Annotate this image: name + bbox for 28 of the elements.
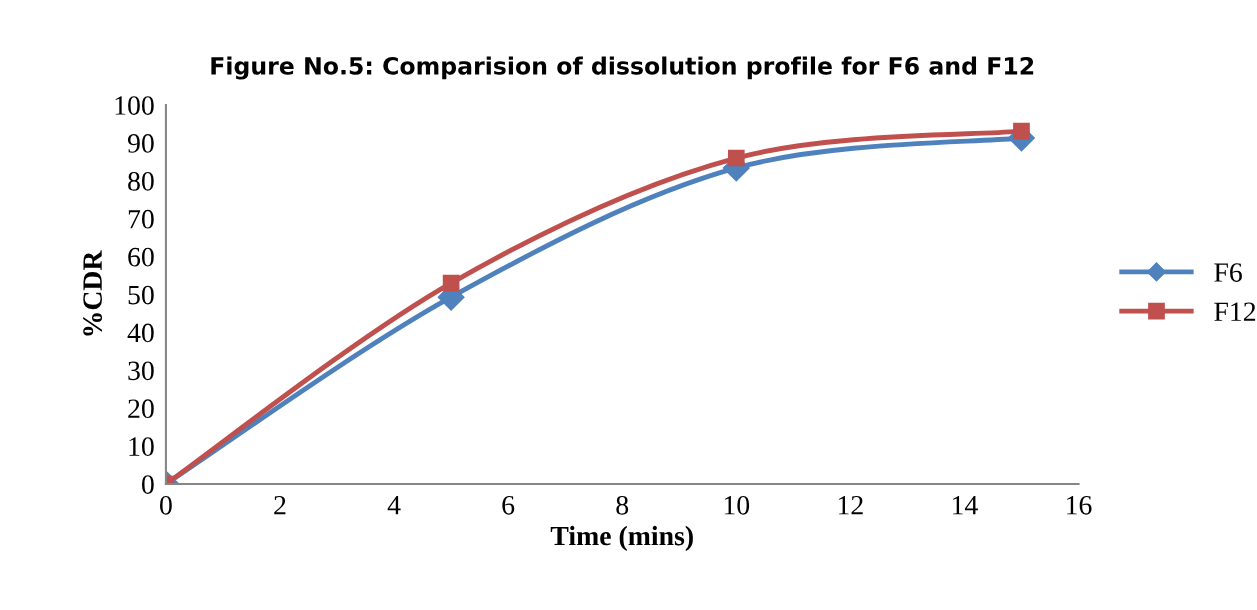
point — [442, 274, 460, 292]
legend-label: F6 — [1214, 263, 1242, 282]
y-tick-label: 50 — [128, 285, 154, 305]
x-tick-label: 6 — [502, 495, 515, 515]
x-tick-label: 0 — [160, 495, 172, 515]
y-tick-label: 10 — [129, 437, 154, 456]
x-tick-label: 16 — [1067, 495, 1092, 515]
x-axis-title: Time (mins) — [550, 525, 693, 552]
y-tick-label: 100 — [115, 96, 154, 115]
y-tick-label: 20 — [128, 399, 154, 419]
y-tick-label: 60 — [128, 247, 154, 267]
chart-title: Figure No.5: Comparision of dissolution profile for F6 and F12 — [211, 56, 1034, 80]
y-tick-label: 90 — [127, 134, 154, 153]
x-tick-label: 4 — [387, 496, 401, 515]
point — [1013, 122, 1030, 140]
x-tick-label: 12 — [838, 495, 863, 515]
y-tick-label: 40 — [127, 323, 154, 343]
x-tick-label: 10 — [724, 495, 750, 515]
legend-label: F12 — [1214, 302, 1256, 321]
y-axis-title: %CDR — [83, 250, 103, 336]
y-tick-label: 70 — [128, 209, 154, 229]
x-tick-label: 8 — [616, 495, 629, 515]
y-tick-label: 0 — [141, 475, 154, 494]
y-tick-label: 30 — [128, 361, 154, 381]
x-tick-label: 2 — [274, 495, 286, 515]
point — [727, 149, 745, 167]
x-tick-label: 14 — [952, 496, 978, 515]
y-tick-label: 80 — [128, 171, 154, 191]
